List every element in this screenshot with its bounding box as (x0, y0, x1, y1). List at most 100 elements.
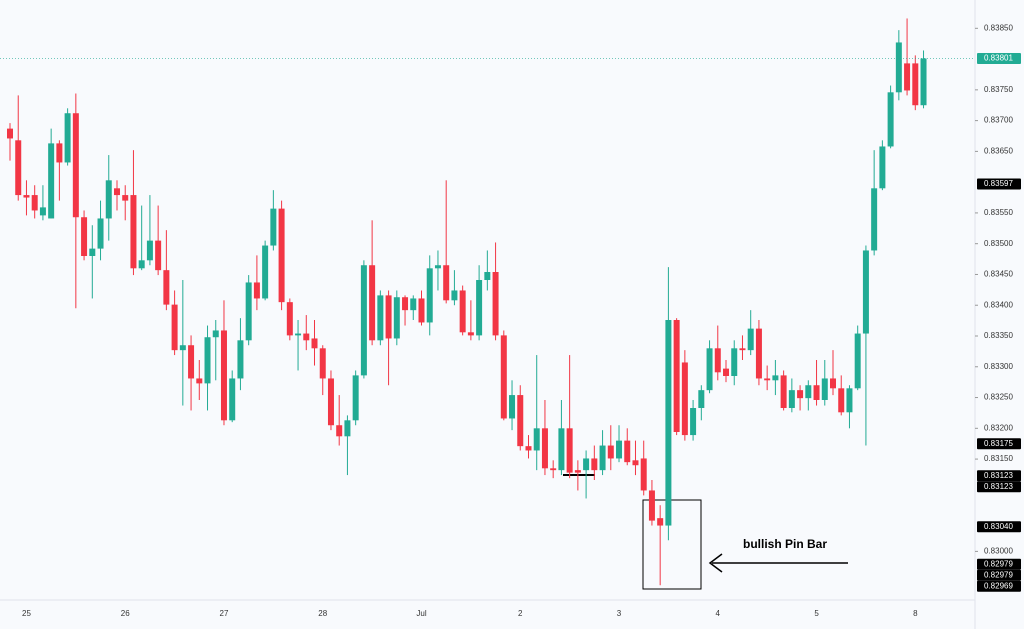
candle-body (31, 195, 38, 211)
candle-body (467, 332, 474, 336)
candle-body (862, 250, 869, 334)
candle-body (830, 378, 836, 389)
candle-body (566, 428, 573, 473)
candle-body (755, 328, 762, 379)
candle-body (122, 195, 129, 201)
candle-body (525, 446, 532, 451)
candle-body (426, 268, 433, 323)
candle-body (476, 280, 483, 336)
candle-body (599, 445, 606, 471)
candle-body (657, 518, 664, 526)
y-tick-label: 0.83300 (984, 362, 1013, 371)
candle-body (163, 270, 170, 305)
candle-body (56, 143, 63, 163)
y-tick-label: 0.83350 (984, 331, 1013, 340)
candle-body (541, 428, 548, 469)
candle-body (764, 378, 771, 381)
candle-body (360, 265, 367, 376)
candle-body (155, 240, 162, 271)
candle-body (402, 297, 409, 311)
candle-body (772, 375, 779, 381)
candle-body (48, 143, 55, 219)
y-tick-label: 0.83450 (984, 270, 1013, 279)
candle-body (673, 320, 680, 432)
candle-body (714, 348, 721, 373)
candle-body (204, 337, 211, 384)
candle-body (558, 428, 565, 471)
price-label-box (977, 481, 1021, 493)
candle-body (7, 128, 13, 139)
candle-body (780, 375, 787, 408)
price-label: 0.83123 (984, 482, 1013, 491)
candle-body (418, 298, 425, 323)
candle-body (344, 420, 351, 437)
candle-body (295, 333, 302, 336)
candle-body (434, 265, 441, 269)
candle-body (904, 63, 911, 91)
candle-body (385, 295, 392, 339)
candle-body (813, 385, 820, 400)
candle-body (23, 195, 30, 198)
candle-body (912, 63, 919, 106)
candle-body (706, 348, 713, 391)
candle-body (731, 348, 738, 376)
candle-body (278, 208, 285, 303)
candle-body (179, 345, 186, 351)
y-tick-label: 0.83650 (984, 146, 1013, 155)
arrow-head (708, 553, 723, 573)
price-label: 0.83597 (984, 179, 1013, 188)
x-tick-label: 27 (220, 609, 229, 618)
candle-body (237, 340, 244, 379)
candle-body (879, 146, 886, 189)
price-label: 0.82979 (984, 559, 1013, 568)
candle-body (253, 282, 260, 299)
candle-body (887, 92, 894, 147)
candle-body (262, 245, 269, 299)
price-label: 0.83040 (984, 522, 1013, 531)
candle-body (591, 458, 598, 471)
price-label: 0.82979 (984, 570, 1013, 579)
candle-body (188, 345, 195, 379)
y-tick-label: 0.83150 (984, 454, 1013, 463)
candle-body (648, 490, 655, 521)
candle-body (821, 378, 828, 400)
candle-body (797, 390, 804, 399)
candle-body (747, 328, 754, 351)
candle-body (788, 390, 795, 408)
price-label-box (977, 470, 1021, 482)
candle-body (130, 195, 137, 269)
candle-body (723, 368, 730, 376)
y-tick-label: 0.83200 (984, 423, 1013, 432)
price-label-box (977, 558, 1021, 570)
candle-body (665, 320, 672, 526)
y-tick-label: 0.83550 (984, 208, 1013, 217)
candle-body (920, 58, 927, 106)
candle-body (286, 302, 293, 336)
y-tick-label: 0.83700 (984, 116, 1013, 125)
candle-body (533, 428, 540, 451)
candle-body (895, 42, 902, 93)
price-label-box (977, 580, 1021, 592)
x-tick-label: Jul (416, 609, 426, 618)
candle-body (105, 180, 112, 219)
candle-body (500, 335, 507, 419)
candle-body (327, 378, 334, 426)
candle-body (319, 348, 326, 379)
candle-body (640, 458, 647, 491)
candle-body (632, 460, 639, 466)
x-tick-label: 28 (318, 609, 327, 618)
candle-body (459, 290, 466, 333)
candle-body (15, 140, 22, 196)
candle-body (838, 388, 845, 413)
candle-body (81, 217, 88, 256)
candle-body (336, 425, 343, 437)
price-label-box (977, 438, 1021, 450)
candle-body (739, 348, 746, 351)
y-tick-label: 0.83750 (984, 85, 1013, 94)
x-tick-label: 25 (22, 609, 31, 618)
candle-body (245, 282, 252, 341)
candle-body (220, 330, 227, 421)
x-tick-label: 5 (814, 609, 819, 618)
